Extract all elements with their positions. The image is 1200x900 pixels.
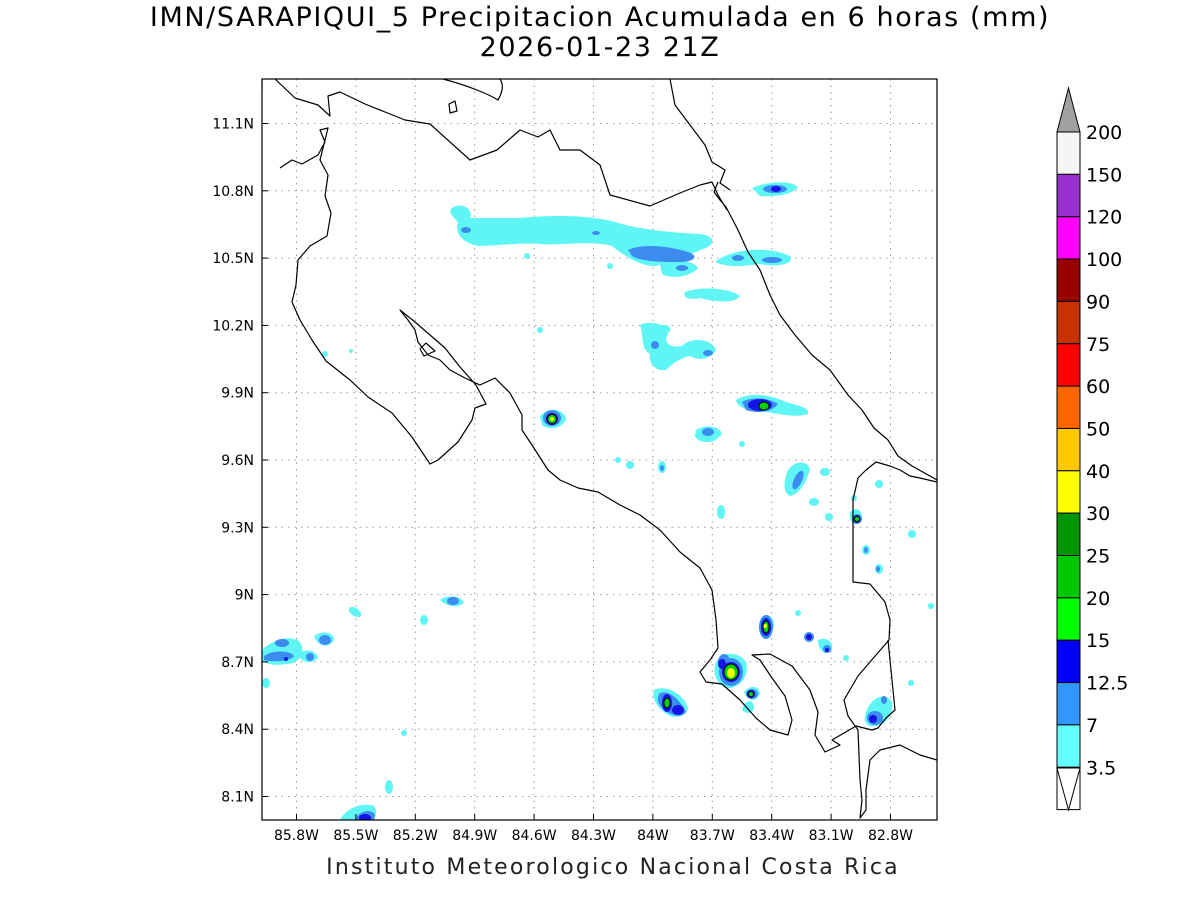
colorbar-label: 12.5 xyxy=(1086,673,1128,695)
colorbar-bottom-arrow xyxy=(1056,767,1081,812)
colorbar-label: 7 xyxy=(1086,715,1098,737)
colorbar-label: 3.5 xyxy=(1086,757,1116,779)
nicaragua-east-coast-path xyxy=(669,79,731,191)
colorbar-swatch xyxy=(1056,258,1081,302)
x-axis: 85.8W 85.5W 85.2W 84.9W 84.6W 84.3W 84W 83.7W 83… xyxy=(274,814,913,844)
colorbar-swatch xyxy=(1056,343,1081,387)
colorbar-label: 20 xyxy=(1086,588,1110,610)
lake-nicaragua-shore-path xyxy=(442,79,503,101)
colorbar-label: 90 xyxy=(1086,291,1110,313)
x-tick-label: 85.2W xyxy=(393,828,438,844)
colorbar-swatch xyxy=(1056,385,1081,429)
colorbar-swatch xyxy=(1056,682,1081,726)
colorbar-swatch xyxy=(1056,512,1081,557)
x-tick-label: 84.6W xyxy=(512,828,557,844)
x-tick-label: 84.9W xyxy=(452,828,497,844)
map-grid xyxy=(262,79,937,820)
colorbar-swatch xyxy=(1056,427,1081,472)
y-tick-label: 11.1N xyxy=(212,117,254,133)
x-tick-label: 83.7W xyxy=(690,828,735,844)
precip-level-30-40 xyxy=(550,417,767,678)
y-tick-label: 10.8N xyxy=(212,184,254,200)
x-tick-label: 83.4W xyxy=(749,828,794,844)
x-tick-label: 82.8W xyxy=(868,828,913,844)
y-tick-label: 9.3N xyxy=(221,520,254,536)
y-tick-label: 9N xyxy=(235,588,254,604)
y-tick-label: 8.1N xyxy=(221,790,254,806)
colorbar-label: 15 xyxy=(1086,630,1110,652)
colorbar-swatch xyxy=(1056,300,1081,345)
colorbar-label: 40 xyxy=(1086,461,1110,483)
colorbar-swatch xyxy=(1056,173,1081,218)
colorbar-label: 100 xyxy=(1086,249,1122,271)
plot-frame xyxy=(261,78,938,821)
precip-level-3p5 xyxy=(262,182,934,820)
x-tick-label: 85.5W xyxy=(333,828,378,844)
colorbar-swatch xyxy=(1056,131,1081,175)
nicaragua-border-path xyxy=(274,79,728,211)
colorbar-label: 50 xyxy=(1086,418,1110,440)
precip-level-12p5 xyxy=(284,186,877,820)
colorbar-swatch xyxy=(1056,555,1081,599)
y-axis: 11.1N 10.8N 10.5N 10.2N 9.9N 9.6N 9.3N 9N 8.7N 8.… xyxy=(212,117,268,806)
colorbar-label: 150 xyxy=(1086,164,1122,186)
colorbar-top-arrow xyxy=(1056,86,1081,133)
colorbar-label: 200 xyxy=(1086,122,1122,144)
y-tick-label: 10.5N xyxy=(212,251,254,267)
map-title: IMN/SARAPIQUI_5 Precipitacion Acumulada … xyxy=(149,2,1051,33)
precip-contours xyxy=(546,401,861,709)
pacific-coast-path xyxy=(262,79,896,753)
colorbar-swatch xyxy=(1056,470,1081,514)
colorbar-label: 120 xyxy=(1086,207,1122,229)
gulf-nicoya-island-path xyxy=(419,342,436,357)
y-tick-label: 9.9N xyxy=(221,386,254,402)
precipitation-areas xyxy=(262,182,934,820)
x-tick-label: 84.3W xyxy=(571,828,616,844)
y-tick-label: 8.4N xyxy=(221,722,254,738)
colorbar: 200 150 120 100 90 75 60 50 40 30 25 20 15 12.5 7 3.5 xyxy=(1056,86,1128,812)
panama-border-path xyxy=(843,461,937,819)
lake-island-path xyxy=(448,100,458,114)
colorbar-label: 60 xyxy=(1086,376,1110,398)
x-tick-label: 84W xyxy=(637,828,669,844)
map-subtitle-date: 2026-01-23 21Z xyxy=(479,32,721,63)
precip-level-7 xyxy=(264,185,887,820)
y-tick-label: 8.7N xyxy=(221,655,254,671)
coastline xyxy=(262,79,937,819)
caribbean-coast-path xyxy=(713,181,937,481)
x-tick-label: 85.8W xyxy=(274,828,319,844)
colorbar-label: 30 xyxy=(1086,503,1110,525)
colorbar-swatch xyxy=(1056,216,1081,260)
colorbar-swatch xyxy=(1056,724,1081,768)
colorbar-label: 25 xyxy=(1086,546,1110,568)
colorbar-swatch xyxy=(1056,639,1081,684)
x-tick-label: 83.1W xyxy=(809,828,854,844)
y-tick-label: 10.2N xyxy=(212,318,254,334)
footer-credit: Instituto Meteorologico Nacional Costa R… xyxy=(326,855,900,880)
colorbar-label: 75 xyxy=(1086,334,1110,356)
y-tick-label: 9.6N xyxy=(221,453,254,469)
colorbar-swatch xyxy=(1056,597,1081,641)
